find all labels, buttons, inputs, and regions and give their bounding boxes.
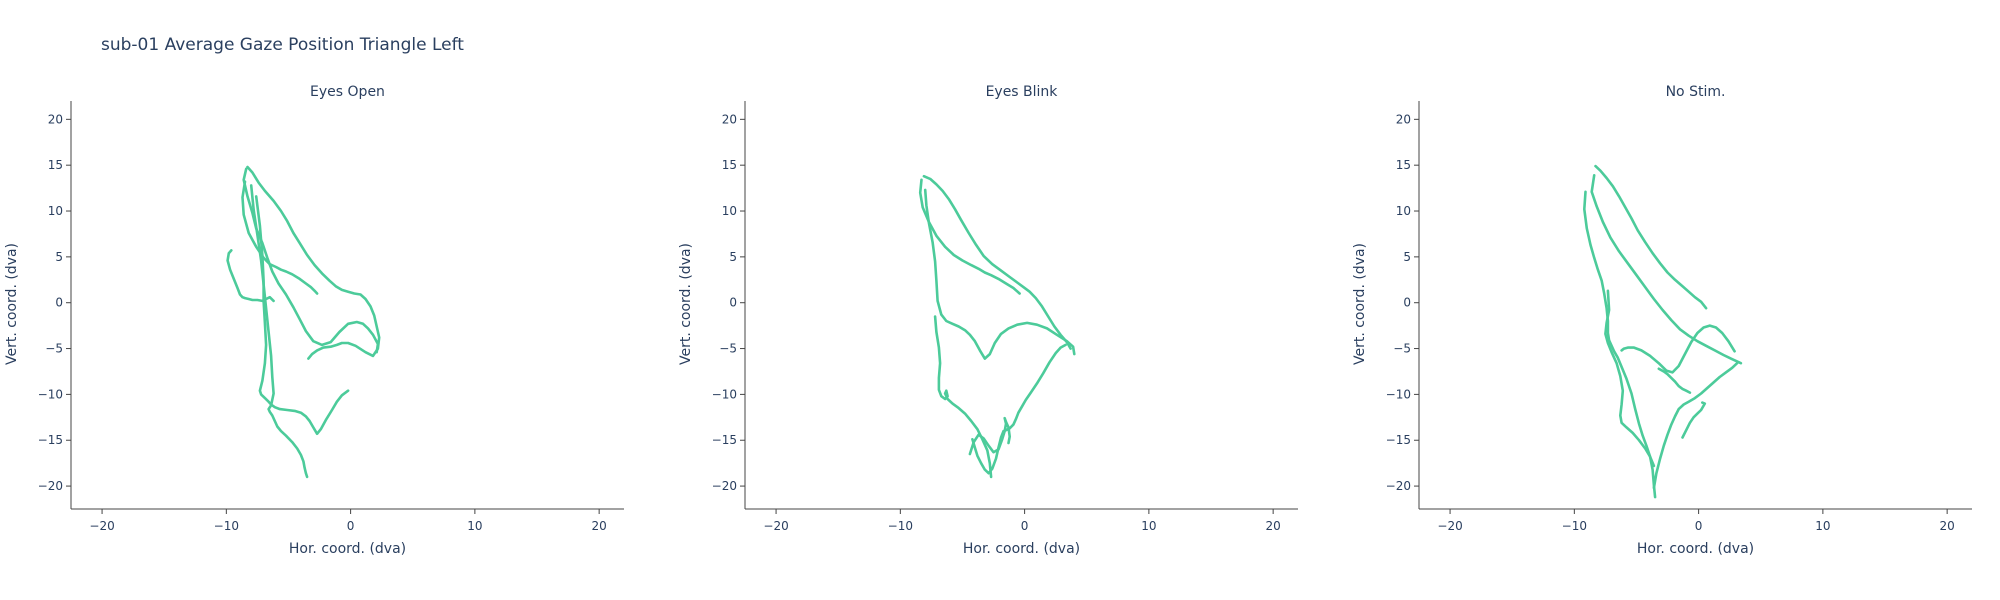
y-tick-label: 5 — [55, 250, 63, 264]
traces-group — [918, 174, 1076, 479]
x-tick-label: 20 — [1266, 519, 1281, 533]
panel-title-eyes-open: Eyes Open — [310, 84, 385, 100]
panel-title-eyes-blink: Eyes Blink — [986, 84, 1059, 100]
x-axis-label: Hor. coord. (dva) — [1637, 541, 1754, 557]
gaze-trace-6 — [968, 416, 1012, 456]
y-tick-label: 5 — [729, 250, 737, 264]
y-tick-label: 5 — [1403, 250, 1411, 264]
axes-group: −20 −10 0 10 20 20 15 10 5 0 −5 −10 −15 −20 — [38, 101, 624, 533]
traces-group — [1583, 164, 1743, 499]
x-tick-label: 0 — [1021, 519, 1029, 533]
gaze-trace-5 — [254, 195, 350, 436]
y-tick-label: 10 — [722, 204, 737, 218]
gaze-trace-6 — [226, 249, 275, 303]
y-tick-label: −10 — [1386, 387, 1411, 401]
x-tick-label: 10 — [1815, 519, 1830, 533]
gaze-trace-8 — [1657, 367, 1692, 394]
gaze-trace-2 — [1590, 174, 1743, 365]
panel-eyes-open: Eyes Open −20 −10 0 10 2020151050−5−10−15−20… — [4, 84, 624, 557]
y-tick-label: 10 — [48, 204, 63, 218]
x-tick-label: −20 — [763, 519, 788, 533]
y-tick-label: −20 — [712, 479, 737, 493]
x-tick-label: −10 — [888, 519, 913, 533]
y-axis-label: Vert. coord. (dva) — [1352, 243, 1368, 365]
y-tick-label: −20 — [1386, 479, 1411, 493]
y-tick-label: −10 — [712, 387, 737, 401]
x-tick-label: 20 — [592, 519, 607, 533]
axes-group: −20 −10 0 10 20 20 15 10 5 0 −5 −10 −15 −20 — [712, 101, 1298, 533]
x-tick-label: −10 — [214, 519, 239, 533]
panel-title-no-stim: No Stim. — [1666, 84, 1726, 100]
x-tick-label: 10 — [1141, 519, 1156, 533]
x-axis-label: Hor. coord. (dva) — [289, 541, 406, 557]
y-tick-label: 0 — [729, 296, 737, 310]
x-tick-label: −10 — [1562, 519, 1587, 533]
figure-title: sub-01 Average Gaze Position Triangle Le… — [101, 35, 464, 55]
gaze-trace-3 — [1583, 190, 1657, 499]
x-tick-label: 10 — [467, 519, 482, 533]
y-tick-label: −5 — [1393, 342, 1411, 356]
y-tick-label: 20 — [1396, 112, 1411, 126]
gaze-trace-5 — [1620, 324, 1736, 374]
x-axis-label: Hor. coord. (dva) — [963, 541, 1080, 557]
panel-eyes-blink: Eyes Blink −20 −10 0 10 2020151050−5−10−15−2… — [678, 84, 1298, 557]
y-tick-label: −15 — [38, 433, 63, 447]
gaze-trace-2 — [918, 178, 1021, 295]
gaze-trace-1 — [246, 165, 381, 360]
y-tick-label: −5 — [719, 342, 737, 356]
y-tick-label: −10 — [38, 387, 63, 401]
y-tick-label: 10 — [1396, 204, 1411, 218]
y-tick-label: 0 — [55, 296, 63, 310]
y-tick-label: −5 — [45, 342, 63, 356]
gaze-trace-7 — [1681, 401, 1707, 439]
panel-no-stim: No Stim. −20 −10 0 10 20 20 15 10 5 0 −5 −10 −15−20 … — [1352, 84, 1972, 557]
gaze-trace-1 — [1594, 164, 1708, 310]
gaze-trace-6 — [1652, 361, 1739, 490]
y-tick-label: 15 — [722, 158, 737, 172]
y-tick-label: 15 — [48, 158, 63, 172]
y-tick-label: 15 — [1396, 158, 1411, 172]
x-tick-label: −20 — [1437, 519, 1462, 533]
y-axis-label: Vert. coord. (dva) — [4, 243, 20, 365]
y-tick-label: −20 — [38, 479, 63, 493]
gaze-trace-3 — [241, 180, 319, 295]
y-tick-label: 0 — [1403, 296, 1411, 310]
axes-group: −20 −10 0 10 20 20 15 10 5 0 −5 −10 −15 −20 — [1386, 101, 1972, 533]
x-tick-label: 0 — [347, 519, 355, 533]
traces-group — [226, 165, 381, 479]
y-tick-label: −15 — [712, 433, 737, 447]
gaze-trace-1 — [922, 174, 1072, 350]
gaze-trace-3 — [923, 188, 1076, 360]
x-tick-label: 0 — [1695, 519, 1703, 533]
y-tick-label: 20 — [722, 112, 737, 126]
gaze-trace-4 — [1604, 289, 1656, 468]
y-tick-label: 20 — [48, 112, 63, 126]
x-tick-label: −20 — [89, 519, 114, 533]
x-tick-label: 20 — [1940, 519, 1955, 533]
y-axis-label: Vert. coord. (dva) — [678, 243, 694, 365]
y-tick-label: −15 — [1386, 433, 1411, 447]
